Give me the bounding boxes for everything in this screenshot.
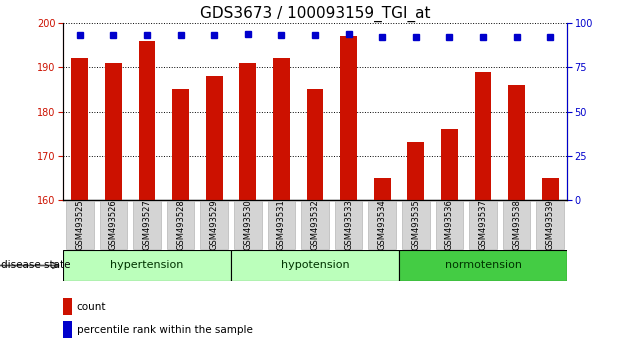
Text: GSM493529: GSM493529 <box>210 199 219 250</box>
Text: GSM493526: GSM493526 <box>109 199 118 250</box>
Text: hypotension: hypotension <box>281 261 349 270</box>
Bar <box>469 200 497 249</box>
Bar <box>335 200 362 249</box>
Text: GSM493539: GSM493539 <box>546 199 554 250</box>
Bar <box>508 85 525 200</box>
Bar <box>206 76 222 200</box>
Text: GSM493533: GSM493533 <box>344 199 353 250</box>
Bar <box>63 321 72 338</box>
Bar <box>408 142 424 200</box>
Bar <box>374 178 391 200</box>
Text: GSM493534: GSM493534 <box>378 199 387 250</box>
Text: GSM493525: GSM493525 <box>76 199 84 250</box>
Bar <box>340 36 357 200</box>
Text: GSM493536: GSM493536 <box>445 199 454 250</box>
Text: percentile rank within the sample: percentile rank within the sample <box>77 325 253 335</box>
Bar <box>139 41 156 200</box>
Bar <box>301 200 329 249</box>
Bar <box>100 200 127 249</box>
Bar <box>172 89 189 200</box>
Bar <box>369 200 396 249</box>
Text: hypertension: hypertension <box>110 261 184 270</box>
Bar <box>133 200 161 249</box>
Bar <box>200 200 228 249</box>
Text: GSM493535: GSM493535 <box>411 199 420 250</box>
Bar <box>536 200 564 249</box>
Bar <box>474 72 491 200</box>
Bar <box>399 250 567 281</box>
Text: disease state: disease state <box>1 261 71 270</box>
Text: GSM493528: GSM493528 <box>176 199 185 250</box>
Text: GSM493538: GSM493538 <box>512 199 521 250</box>
Text: GSM493531: GSM493531 <box>277 199 286 250</box>
Bar <box>402 200 430 249</box>
Bar <box>503 200 530 249</box>
Text: normotension: normotension <box>445 261 522 270</box>
Bar <box>105 63 122 200</box>
Bar <box>268 200 295 249</box>
Bar <box>441 129 458 200</box>
Bar <box>435 200 463 249</box>
Text: GSM493537: GSM493537 <box>479 199 488 250</box>
Bar <box>66 200 94 249</box>
Text: count: count <box>77 302 106 312</box>
Bar <box>231 250 399 281</box>
Bar <box>63 298 72 314</box>
Bar <box>234 200 261 249</box>
Title: GDS3673 / 100093159_TGI_at: GDS3673 / 100093159_TGI_at <box>200 5 430 22</box>
Bar <box>542 178 559 200</box>
Bar <box>273 58 290 200</box>
Bar <box>167 200 195 249</box>
Text: GSM493532: GSM493532 <box>311 199 319 250</box>
Bar <box>63 250 231 281</box>
Bar <box>239 63 256 200</box>
Bar <box>71 58 88 200</box>
Text: GSM493530: GSM493530 <box>243 199 252 250</box>
Bar <box>307 89 323 200</box>
Text: GSM493527: GSM493527 <box>142 199 151 250</box>
